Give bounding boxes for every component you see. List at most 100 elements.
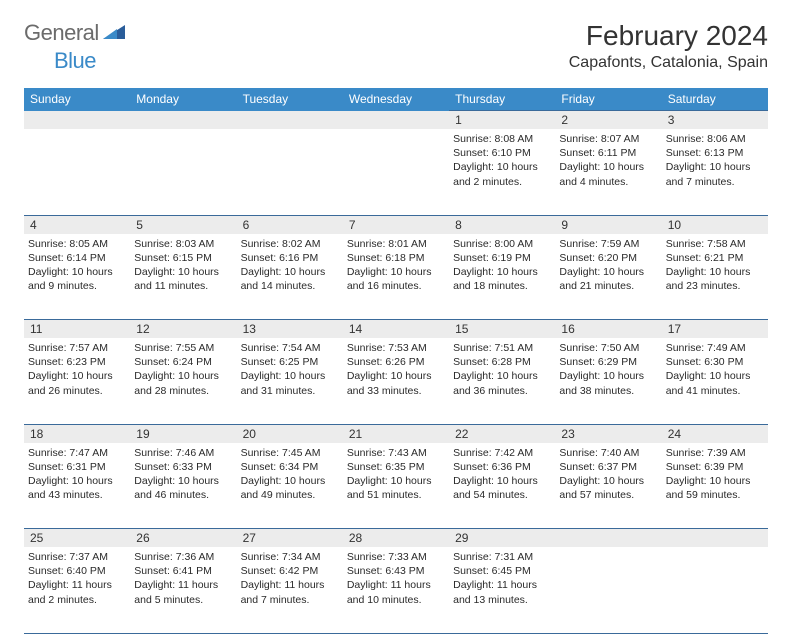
- sunset-line: Sunset: 6:10 PM: [453, 146, 551, 160]
- daylight-line-2: and 43 minutes.: [28, 488, 126, 502]
- daylight-line-2: and 57 minutes.: [559, 488, 657, 502]
- day-cell-empty: [662, 547, 768, 633]
- day-number: 28: [343, 529, 449, 548]
- day-cell: Sunrise: 7:31 AMSunset: 6:45 PMDaylight:…: [449, 547, 555, 633]
- sunrise-line: Sunrise: 8:08 AM: [453, 132, 551, 146]
- daylight-line-1: Daylight: 10 hours: [453, 474, 551, 488]
- sunrise-line: Sunrise: 7:49 AM: [666, 341, 764, 355]
- sunrise-line: Sunrise: 7:55 AM: [134, 341, 232, 355]
- day-cell: Sunrise: 8:05 AMSunset: 6:14 PMDaylight:…: [24, 234, 130, 320]
- sunset-line: Sunset: 6:37 PM: [559, 460, 657, 474]
- day-number-blank: [24, 111, 130, 130]
- day-number: 26: [130, 529, 236, 548]
- day-number-blank: [343, 111, 449, 130]
- daylight-line-2: and 38 minutes.: [559, 384, 657, 398]
- day-cell: Sunrise: 7:47 AMSunset: 6:31 PMDaylight:…: [24, 443, 130, 529]
- daylight-line-1: Daylight: 10 hours: [241, 265, 339, 279]
- sunset-line: Sunset: 6:34 PM: [241, 460, 339, 474]
- day-number: 14: [343, 320, 449, 339]
- day-cell: Sunrise: 7:45 AMSunset: 6:34 PMDaylight:…: [237, 443, 343, 529]
- day-cell: Sunrise: 7:55 AMSunset: 6:24 PMDaylight:…: [130, 338, 236, 424]
- sunset-line: Sunset: 6:33 PM: [134, 460, 232, 474]
- sunset-line: Sunset: 6:16 PM: [241, 251, 339, 265]
- daylight-line-2: and 9 minutes.: [28, 279, 126, 293]
- daylight-line-2: and 4 minutes.: [559, 175, 657, 189]
- day-number: 10: [662, 215, 768, 234]
- day-number: 8: [449, 215, 555, 234]
- week-row: Sunrise: 8:05 AMSunset: 6:14 PMDaylight:…: [24, 234, 768, 320]
- day-cell-empty: [343, 129, 449, 215]
- sunrise-line: Sunrise: 8:06 AM: [666, 132, 764, 146]
- day-number: 21: [343, 424, 449, 443]
- sunset-line: Sunset: 6:21 PM: [666, 251, 764, 265]
- sunrise-line: Sunrise: 7:46 AM: [134, 446, 232, 460]
- daylight-line-2: and 21 minutes.: [559, 279, 657, 293]
- day-number: 4: [24, 215, 130, 234]
- daylight-line-1: Daylight: 10 hours: [666, 160, 764, 174]
- daylight-line-1: Daylight: 11 hours: [134, 578, 232, 592]
- daylight-line-1: Daylight: 10 hours: [134, 265, 232, 279]
- daynum-row: 45678910: [24, 215, 768, 234]
- dayhead-sun: Sunday: [24, 88, 130, 111]
- sunset-line: Sunset: 6:13 PM: [666, 146, 764, 160]
- day-cell: Sunrise: 7:40 AMSunset: 6:37 PMDaylight:…: [555, 443, 661, 529]
- daylight-line-2: and 7 minutes.: [666, 175, 764, 189]
- sunrise-line: Sunrise: 7:51 AM: [453, 341, 551, 355]
- daylight-line-1: Daylight: 10 hours: [28, 369, 126, 383]
- day-number: 15: [449, 320, 555, 339]
- sunset-line: Sunset: 6:36 PM: [453, 460, 551, 474]
- daylight-line-1: Daylight: 10 hours: [241, 369, 339, 383]
- daylight-line-2: and 59 minutes.: [666, 488, 764, 502]
- day-number: 3: [662, 111, 768, 130]
- daynum-row: 11121314151617: [24, 320, 768, 339]
- daylight-line-1: Daylight: 10 hours: [453, 160, 551, 174]
- day-number: 16: [555, 320, 661, 339]
- day-number: 27: [237, 529, 343, 548]
- day-number: 11: [24, 320, 130, 339]
- logo-text-general: General: [24, 20, 99, 46]
- daylight-line-2: and 33 minutes.: [347, 384, 445, 398]
- daylight-line-1: Daylight: 10 hours: [559, 160, 657, 174]
- daylight-line-2: and 23 minutes.: [666, 279, 764, 293]
- sunset-line: Sunset: 6:11 PM: [559, 146, 657, 160]
- daylight-line-2: and 41 minutes.: [666, 384, 764, 398]
- logo: General: [24, 20, 127, 46]
- daylight-line-2: and 16 minutes.: [347, 279, 445, 293]
- daylight-line-1: Daylight: 11 hours: [28, 578, 126, 592]
- day-cell-empty: [555, 547, 661, 633]
- sunset-line: Sunset: 6:20 PM: [559, 251, 657, 265]
- day-cell: Sunrise: 7:39 AMSunset: 6:39 PMDaylight:…: [662, 443, 768, 529]
- calendar-body: 123Sunrise: 8:08 AMSunset: 6:10 PMDaylig…: [24, 111, 768, 634]
- sunrise-line: Sunrise: 7:45 AM: [241, 446, 339, 460]
- day-cell: Sunrise: 7:34 AMSunset: 6:42 PMDaylight:…: [237, 547, 343, 633]
- daylight-line-2: and 10 minutes.: [347, 593, 445, 607]
- sunset-line: Sunset: 6:19 PM: [453, 251, 551, 265]
- week-row: Sunrise: 7:47 AMSunset: 6:31 PMDaylight:…: [24, 443, 768, 529]
- daylight-line-1: Daylight: 10 hours: [134, 474, 232, 488]
- day-number: 17: [662, 320, 768, 339]
- daylight-line-2: and 31 minutes.: [241, 384, 339, 398]
- calendar-table: Sunday Monday Tuesday Wednesday Thursday…: [24, 88, 768, 634]
- daylight-line-1: Daylight: 10 hours: [453, 369, 551, 383]
- sunrise-line: Sunrise: 7:42 AM: [453, 446, 551, 460]
- sunset-line: Sunset: 6:23 PM: [28, 355, 126, 369]
- sunrise-line: Sunrise: 7:40 AM: [559, 446, 657, 460]
- daylight-line-1: Daylight: 10 hours: [666, 265, 764, 279]
- sunset-line: Sunset: 6:45 PM: [453, 564, 551, 578]
- day-number: 9: [555, 215, 661, 234]
- daylight-line-1: Daylight: 11 hours: [347, 578, 445, 592]
- day-cell: Sunrise: 7:53 AMSunset: 6:26 PMDaylight:…: [343, 338, 449, 424]
- sunset-line: Sunset: 6:35 PM: [347, 460, 445, 474]
- day-cell: Sunrise: 7:59 AMSunset: 6:20 PMDaylight:…: [555, 234, 661, 320]
- day-number: 12: [130, 320, 236, 339]
- month-title: February 2024: [569, 20, 768, 52]
- logo-triangle-icon: [103, 23, 125, 44]
- dayhead-wed: Wednesday: [343, 88, 449, 111]
- sunrise-line: Sunrise: 8:00 AM: [453, 237, 551, 251]
- day-cell: Sunrise: 7:33 AMSunset: 6:43 PMDaylight:…: [343, 547, 449, 633]
- daylight-line-1: Daylight: 10 hours: [347, 474, 445, 488]
- day-cell: Sunrise: 7:37 AMSunset: 6:40 PMDaylight:…: [24, 547, 130, 633]
- sunrise-line: Sunrise: 7:43 AM: [347, 446, 445, 460]
- day-number: 22: [449, 424, 555, 443]
- sunset-line: Sunset: 6:28 PM: [453, 355, 551, 369]
